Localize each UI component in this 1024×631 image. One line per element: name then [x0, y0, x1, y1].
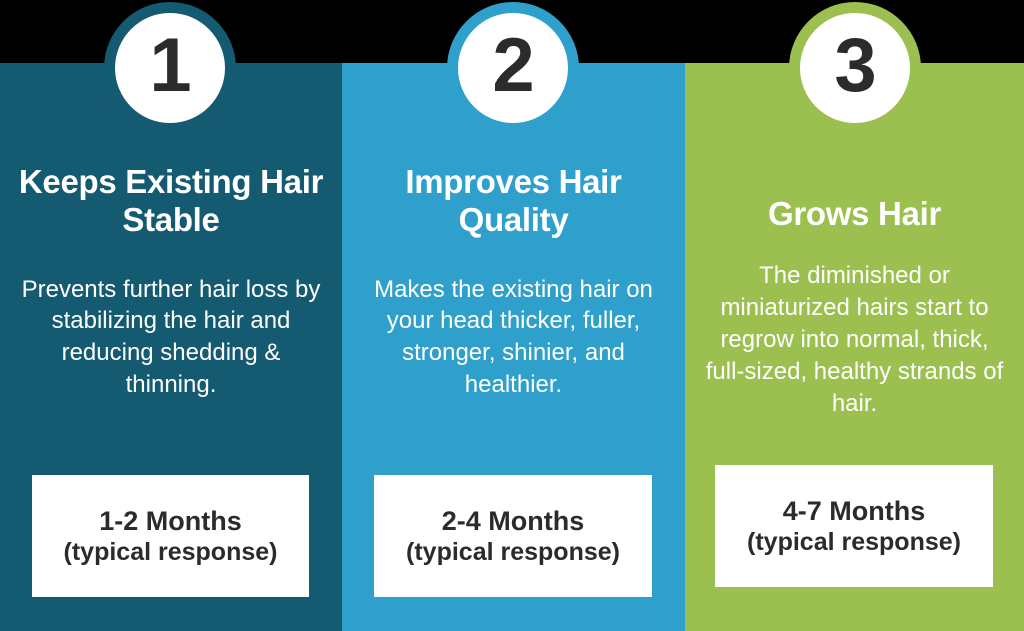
- step-1-title: Keeps Existing Hair Stable: [18, 163, 324, 239]
- step-2-title: Improves Hair Quality: [405, 163, 622, 239]
- step-2-description: Makes the existing hair on your head thi…: [374, 275, 653, 399]
- step-column-3: Grows Hair The diminished or miniaturize…: [685, 63, 1024, 631]
- step-column-1: Keeps Existing Hair Stable Prevents furt…: [0, 63, 342, 631]
- step-3-timeframe: 4-7 Months: [782, 495, 926, 526]
- step-3-timeframe-note: (typical response): [747, 528, 961, 557]
- step-1-description: Prevents further hair loss by stabilizin…: [21, 275, 321, 399]
- columns-container: Keeps Existing Hair Stable Prevents furt…: [0, 63, 1024, 631]
- step-2-timeframe-note: (typical response): [406, 538, 620, 567]
- step-column-2: Improves Hair Quality Makes the existing…: [342, 63, 685, 631]
- step-2-timeframe: 2-4 Months: [441, 505, 585, 536]
- step-3-description: The diminished or miniaturized hairs sta…: [705, 262, 1004, 417]
- step-1-timeframe: 1-2 Months: [99, 505, 242, 536]
- step-1-timeframe-note: (typical response): [63, 538, 278, 567]
- step-2-timing-badge: 2-4 Months (typical response): [374, 475, 652, 597]
- step-3-title: Grows Hair: [767, 195, 942, 232]
- step-3-timing-badge: 4-7 Months (typical response): [715, 465, 993, 587]
- step-1-timing-badge: 1-2 Months (typical response): [32, 475, 309, 597]
